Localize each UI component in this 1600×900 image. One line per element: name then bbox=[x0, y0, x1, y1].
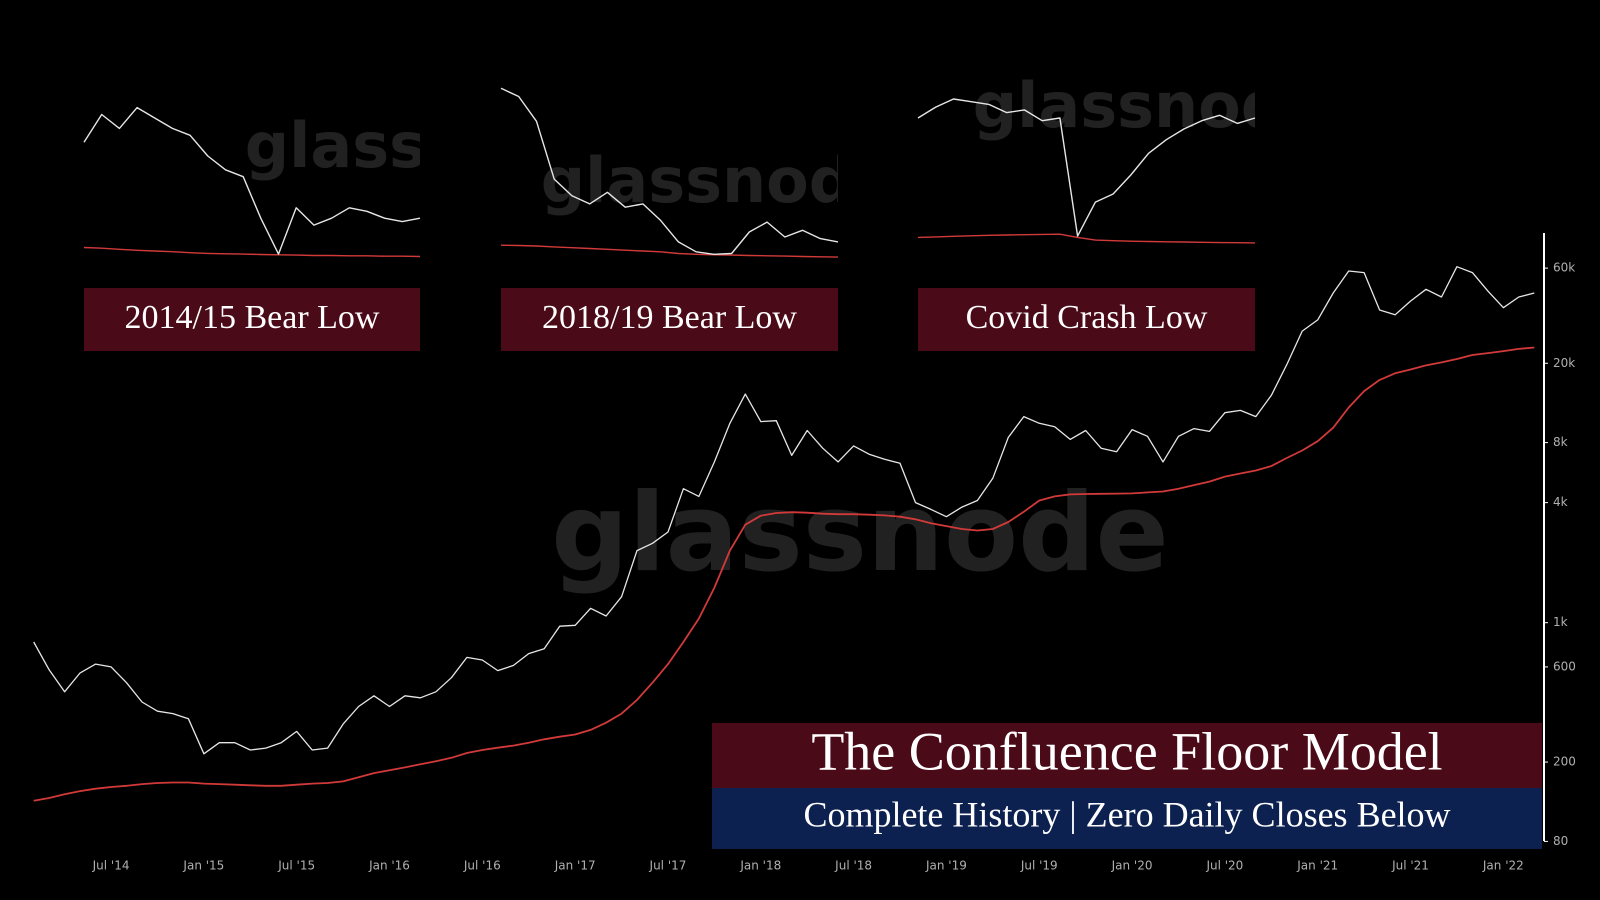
x-tick-label: Jul '15 bbox=[277, 859, 315, 873]
x-tick-label: Jan '22 bbox=[1482, 859, 1524, 873]
x-tick-label: Jul '18 bbox=[834, 859, 872, 873]
inset-price-line bbox=[83, 106, 421, 255]
x-tick-label: Jul '16 bbox=[463, 859, 501, 873]
y-tick-label: 1k bbox=[1553, 615, 1568, 629]
x-tick-label: Jul '19 bbox=[1020, 859, 1058, 873]
x-tick-label: Jan '19 bbox=[925, 859, 967, 873]
chart-title: The Confluence Floor Model bbox=[811, 721, 1442, 781]
inset-label-box bbox=[501, 288, 838, 351]
inset-label-box bbox=[84, 288, 420, 351]
inset-label-box bbox=[918, 288, 1255, 351]
title-box bbox=[712, 723, 1542, 788]
floor-line bbox=[33, 346, 1535, 802]
price-line bbox=[33, 266, 1535, 755]
inset-price-line bbox=[500, 87, 839, 255]
inset-price-line bbox=[917, 98, 1256, 237]
inset-watermark: glassnode bbox=[541, 144, 895, 217]
x-tick-label: Jan '15 bbox=[182, 859, 224, 873]
y-tick-label: 60k bbox=[1553, 261, 1575, 275]
y-tick-label: 600 bbox=[1553, 659, 1576, 673]
x-tick-label: Jul '14 bbox=[92, 859, 130, 873]
y-tick-label: 20k bbox=[1553, 356, 1575, 370]
y-tick-label: 4k bbox=[1553, 495, 1568, 509]
inset-floor-line bbox=[500, 244, 839, 258]
inset-title: 2018/19 Bear Low bbox=[542, 299, 797, 336]
x-tick-label: Jan '21 bbox=[1296, 859, 1338, 873]
chart-subtitle: Complete History | Zero Daily Closes Bel… bbox=[803, 794, 1450, 834]
x-tick-label: Jul '17 bbox=[649, 859, 687, 873]
x-tick-label: Jul '20 bbox=[1205, 859, 1243, 873]
inset-floor-line bbox=[917, 233, 1256, 244]
x-tick-label: Jan '17 bbox=[554, 859, 596, 873]
inset-floor-line bbox=[83, 246, 421, 258]
subtitle-box bbox=[712, 788, 1542, 849]
x-tick-label: Jan '16 bbox=[368, 859, 410, 873]
inset-watermark: glassnode bbox=[245, 109, 599, 182]
x-tick-label: Jan '20 bbox=[1111, 859, 1153, 873]
y-tick-label: 80 bbox=[1553, 834, 1568, 848]
y-tick-label: 200 bbox=[1553, 755, 1576, 769]
inset-title: Covid Crash Low bbox=[966, 299, 1208, 336]
watermark: glassnode bbox=[551, 471, 1168, 596]
plot: 80 200 600 1k 4k 8k 20k 60k Jul '14 Jan '15 Jul '1… bbox=[33, 87, 1576, 873]
x-tick-label: Jul '21 bbox=[1391, 859, 1429, 873]
inset-title: 2014/15 Bear Low bbox=[125, 299, 380, 336]
y-tick-label: 8k bbox=[1553, 435, 1568, 449]
inset-watermark: glassnode bbox=[973, 69, 1327, 142]
x-tick-label: Jan '18 bbox=[739, 859, 781, 873]
